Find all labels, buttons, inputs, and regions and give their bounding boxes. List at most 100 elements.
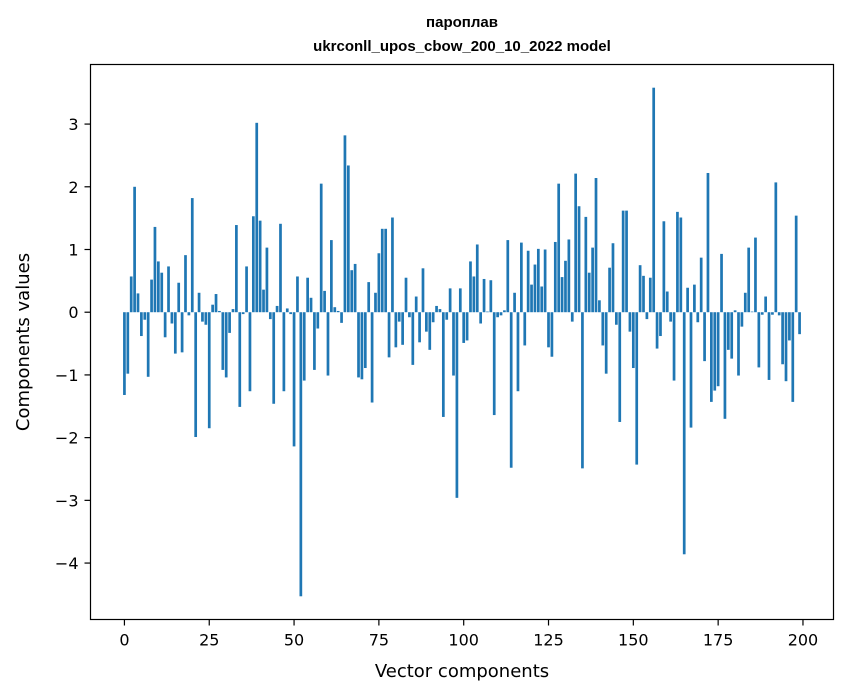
bar xyxy=(784,312,788,382)
bar xyxy=(747,247,751,313)
bar xyxy=(404,277,408,313)
bar xyxy=(391,217,394,313)
x-axis-ticks: 0 25 50 75 100 125 150 175 200 xyxy=(119,619,818,650)
y-tick-label: −3 xyxy=(55,491,79,510)
bar xyxy=(326,312,330,376)
bar xyxy=(764,296,767,313)
bar xyxy=(570,312,574,322)
bar xyxy=(682,312,686,555)
bar xyxy=(394,312,398,348)
bar xyxy=(513,292,516,313)
bar xyxy=(533,264,537,313)
bar xyxy=(686,287,689,313)
y-tick-label: 2 xyxy=(68,178,78,197)
bar xyxy=(781,312,784,365)
bar xyxy=(577,206,581,313)
y-tick-label: 3 xyxy=(68,115,78,134)
bar xyxy=(268,312,272,320)
bar xyxy=(265,247,269,313)
bar xyxy=(302,312,306,381)
bar xyxy=(625,210,628,313)
bar xyxy=(346,165,350,313)
bar xyxy=(248,312,252,392)
bar xyxy=(184,255,187,313)
bar xyxy=(421,268,425,313)
bar xyxy=(228,312,231,333)
bar xyxy=(306,277,309,313)
x-axis-label: Vector components xyxy=(375,661,549,682)
y-tick-label: −2 xyxy=(55,429,79,448)
bar xyxy=(272,312,276,404)
bar xyxy=(363,312,367,369)
bar xyxy=(465,312,469,341)
bar xyxy=(618,312,622,422)
bar xyxy=(547,312,550,348)
bar xyxy=(645,312,649,320)
x-tick-label: 75 xyxy=(369,631,389,650)
bar xyxy=(598,300,601,313)
bar xyxy=(445,312,449,320)
bar xyxy=(235,225,238,313)
bar xyxy=(479,312,483,324)
bar xyxy=(296,276,299,313)
bar xyxy=(143,312,147,320)
y-tick-label: −4 xyxy=(55,554,79,573)
bar xyxy=(262,289,265,313)
bar xyxy=(665,291,669,313)
bar xyxy=(482,278,486,313)
bar xyxy=(204,312,208,325)
bar xyxy=(693,284,696,313)
bar xyxy=(455,312,459,498)
bar xyxy=(462,312,466,343)
x-tick-label: 0 xyxy=(119,631,129,650)
bar xyxy=(136,293,140,313)
bar xyxy=(221,312,225,370)
bar xyxy=(241,312,245,315)
bar xyxy=(214,294,218,313)
bar xyxy=(275,305,279,313)
bar xyxy=(798,312,801,335)
bar xyxy=(584,216,588,313)
bar xyxy=(743,292,747,313)
bar xyxy=(370,312,374,403)
bar xyxy=(336,310,340,313)
bar xyxy=(180,312,184,353)
bar xyxy=(604,312,608,374)
bar xyxy=(123,312,126,395)
bar xyxy=(316,312,320,329)
bar xyxy=(672,312,676,381)
x-tick-label: 50 xyxy=(284,631,304,650)
bar xyxy=(231,309,235,313)
bar xyxy=(238,312,242,407)
bar xyxy=(353,263,357,313)
bar xyxy=(767,312,771,380)
y-tick-label: 0 xyxy=(68,303,78,322)
bar xyxy=(706,172,710,313)
bar xyxy=(703,312,706,362)
bar xyxy=(492,312,496,416)
bars xyxy=(123,87,801,597)
bar xyxy=(194,312,198,438)
bar xyxy=(503,310,506,313)
bar xyxy=(794,215,798,313)
bar xyxy=(384,228,388,313)
bar xyxy=(211,304,214,313)
bar xyxy=(615,312,618,325)
bar xyxy=(621,210,625,313)
bar xyxy=(472,276,476,313)
bar xyxy=(560,277,564,313)
bar xyxy=(448,288,452,313)
y-tick-label: 1 xyxy=(68,241,78,260)
bar xyxy=(438,309,442,313)
plot-area-frame xyxy=(89,63,835,621)
bar xyxy=(723,312,727,419)
bar xyxy=(628,312,632,332)
y-tick-label: −1 xyxy=(55,366,79,385)
y-axis-label: Components values xyxy=(13,253,34,431)
bar xyxy=(201,312,204,322)
bar xyxy=(648,277,652,313)
bar xyxy=(587,272,591,313)
bar xyxy=(696,312,700,323)
bar xyxy=(224,312,228,378)
bar xyxy=(126,312,130,374)
